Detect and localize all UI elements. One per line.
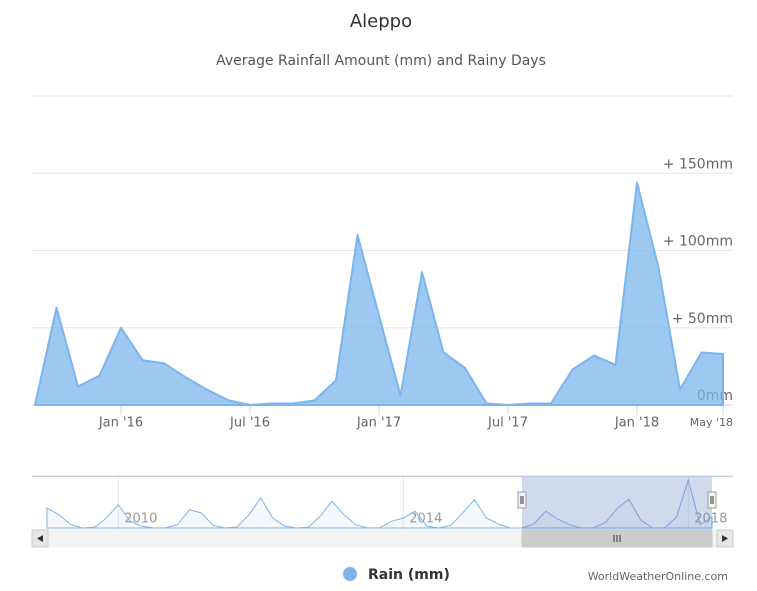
- x-tick-label: Jul '17: [487, 416, 528, 431]
- x-tick-label: Jan '17: [356, 416, 401, 431]
- chart-subtitle: Average Rainfall Amount (mm) and Rainy D…: [216, 53, 546, 69]
- navigator-bg: [32, 476, 733, 530]
- navigator-handle[interactable]: [517, 491, 527, 509]
- area: [34, 181, 724, 406]
- arrow-right: [722, 535, 728, 542]
- navigator-area: [46, 478, 713, 529]
- legend-marker[interactable]: [343, 567, 357, 581]
- x-tick-label: Jul '16: [229, 416, 270, 431]
- credits[interactable]: WorldWeatherOnline.com: [588, 570, 728, 583]
- arrow-left: [37, 535, 43, 542]
- y-tick-label: + 150mm: [663, 156, 733, 172]
- y-tick-label: + 50mm: [672, 311, 733, 327]
- navigator-mask: [522, 476, 712, 530]
- x-tick-label: Jan '18: [614, 416, 659, 431]
- x-tick-label: May '18: [690, 416, 733, 429]
- y-tick-label: + 100mm: [663, 234, 733, 250]
- legend-label[interactable]: Rain (mm): [368, 567, 450, 583]
- navigator-tick-label: 2014: [409, 512, 442, 527]
- chart-title: Aleppo: [350, 11, 412, 32]
- x-tick-label: Jan '16: [98, 416, 143, 431]
- navigator-handle[interactable]: [707, 491, 717, 509]
